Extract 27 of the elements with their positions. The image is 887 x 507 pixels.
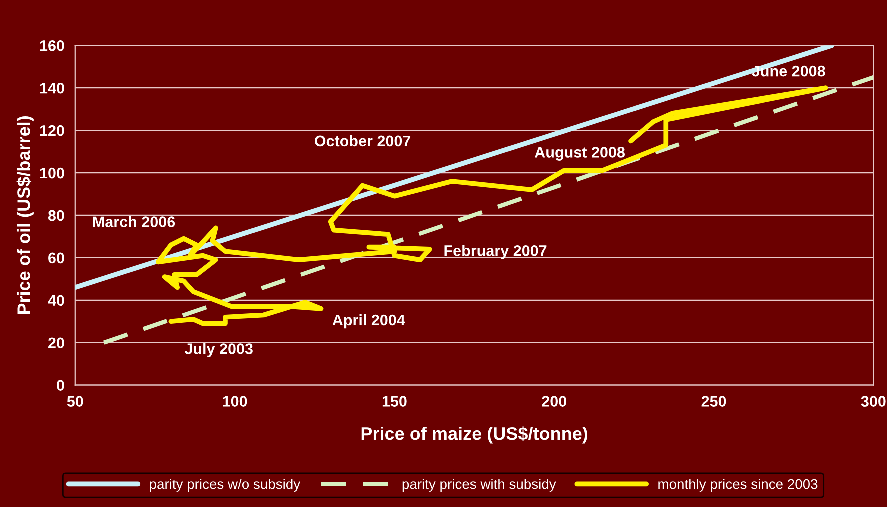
legend-label: monthly prices since 2003 [658,479,818,492]
annotation: June 2008 [752,66,826,77]
y-tick-label: 100 [40,168,64,179]
y-tick-label: 40 [48,295,64,306]
annotation: March 2006 [93,216,176,228]
annotation: April 2004 [332,314,406,329]
x-tick-label: 300 [861,396,886,407]
annotation: July 2003 [184,343,253,358]
x-tick-label: 100 [223,396,248,407]
y-tick-label: 160 [40,40,64,52]
y-tick-label: 0 [57,380,64,392]
annotation: August 2008 [534,147,625,161]
y-tick-label: 80 [48,210,64,222]
x-tick-label: 250 [702,396,726,407]
x-axis-title: Price of maize (US$/tonne) [362,426,588,444]
legend-label: parity prices with subsidy [402,479,556,492]
y-tick-label: 60 [48,252,64,264]
annotation: October 2007 [315,135,411,147]
x-tick-label: 200 [542,396,566,407]
legend-label: parity prices w/o subsidy [150,479,301,492]
y-tick-label: 120 [40,125,64,136]
x-tick-label: 150 [382,396,407,407]
annotation: February 2007 [444,245,547,260]
y-tick-label: 140 [40,82,64,94]
x-tick-label: 50 [67,396,84,407]
y-tick-label: 20 [48,338,64,349]
y-axis-title: Price of oil (US$/barrel) [16,116,34,314]
